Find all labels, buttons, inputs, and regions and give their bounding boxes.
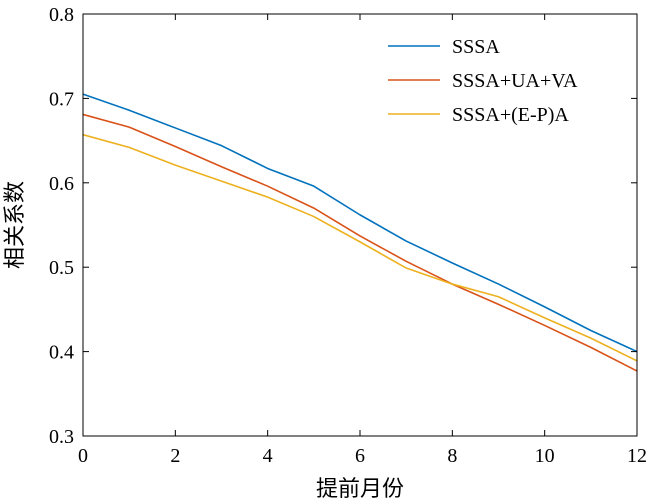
legend-box bbox=[375, 21, 627, 135]
series-line-3 bbox=[82, 133, 638, 362]
x-tick-label: 2 bbox=[170, 445, 180, 467]
series-line-1 bbox=[82, 93, 638, 353]
y-tick-label: 0.5 bbox=[49, 257, 74, 279]
legend-label-2: SSSA+UA+VA bbox=[452, 70, 578, 92]
y-axis-label: 相关系数 bbox=[2, 181, 27, 269]
x-axis-label: 提前月份 bbox=[316, 476, 404, 501]
y-axis: 0.3 0.4 0.5 0.6 0.7 0.8 bbox=[49, 4, 637, 448]
x-axis: 0 2 4 6 8 10 12 bbox=[78, 14, 647, 467]
legend-label-1: SSSA bbox=[452, 36, 500, 58]
y-tick-label: 0.4 bbox=[49, 342, 74, 364]
x-tick-label: 4 bbox=[263, 445, 273, 467]
legend: SSSA SSSA+UA+VA SSSA+(E-P)A bbox=[375, 21, 627, 135]
x-tick-label: 10 bbox=[535, 445, 555, 467]
series-group bbox=[82, 93, 638, 372]
x-tick-label: 6 bbox=[355, 445, 365, 467]
y-tick-label: 0.6 bbox=[49, 173, 74, 195]
x-tick-label: 12 bbox=[627, 445, 647, 467]
y-tick-label: 0.3 bbox=[49, 426, 74, 448]
y-tick-label: 0.8 bbox=[49, 4, 74, 26]
series-line-2 bbox=[82, 113, 638, 372]
x-tick-label: 0 bbox=[78, 445, 88, 467]
x-tick-label: 8 bbox=[447, 445, 457, 467]
y-tick-label: 0.7 bbox=[49, 88, 74, 110]
legend-label-3: SSSA+(E-P)A bbox=[452, 104, 569, 126]
